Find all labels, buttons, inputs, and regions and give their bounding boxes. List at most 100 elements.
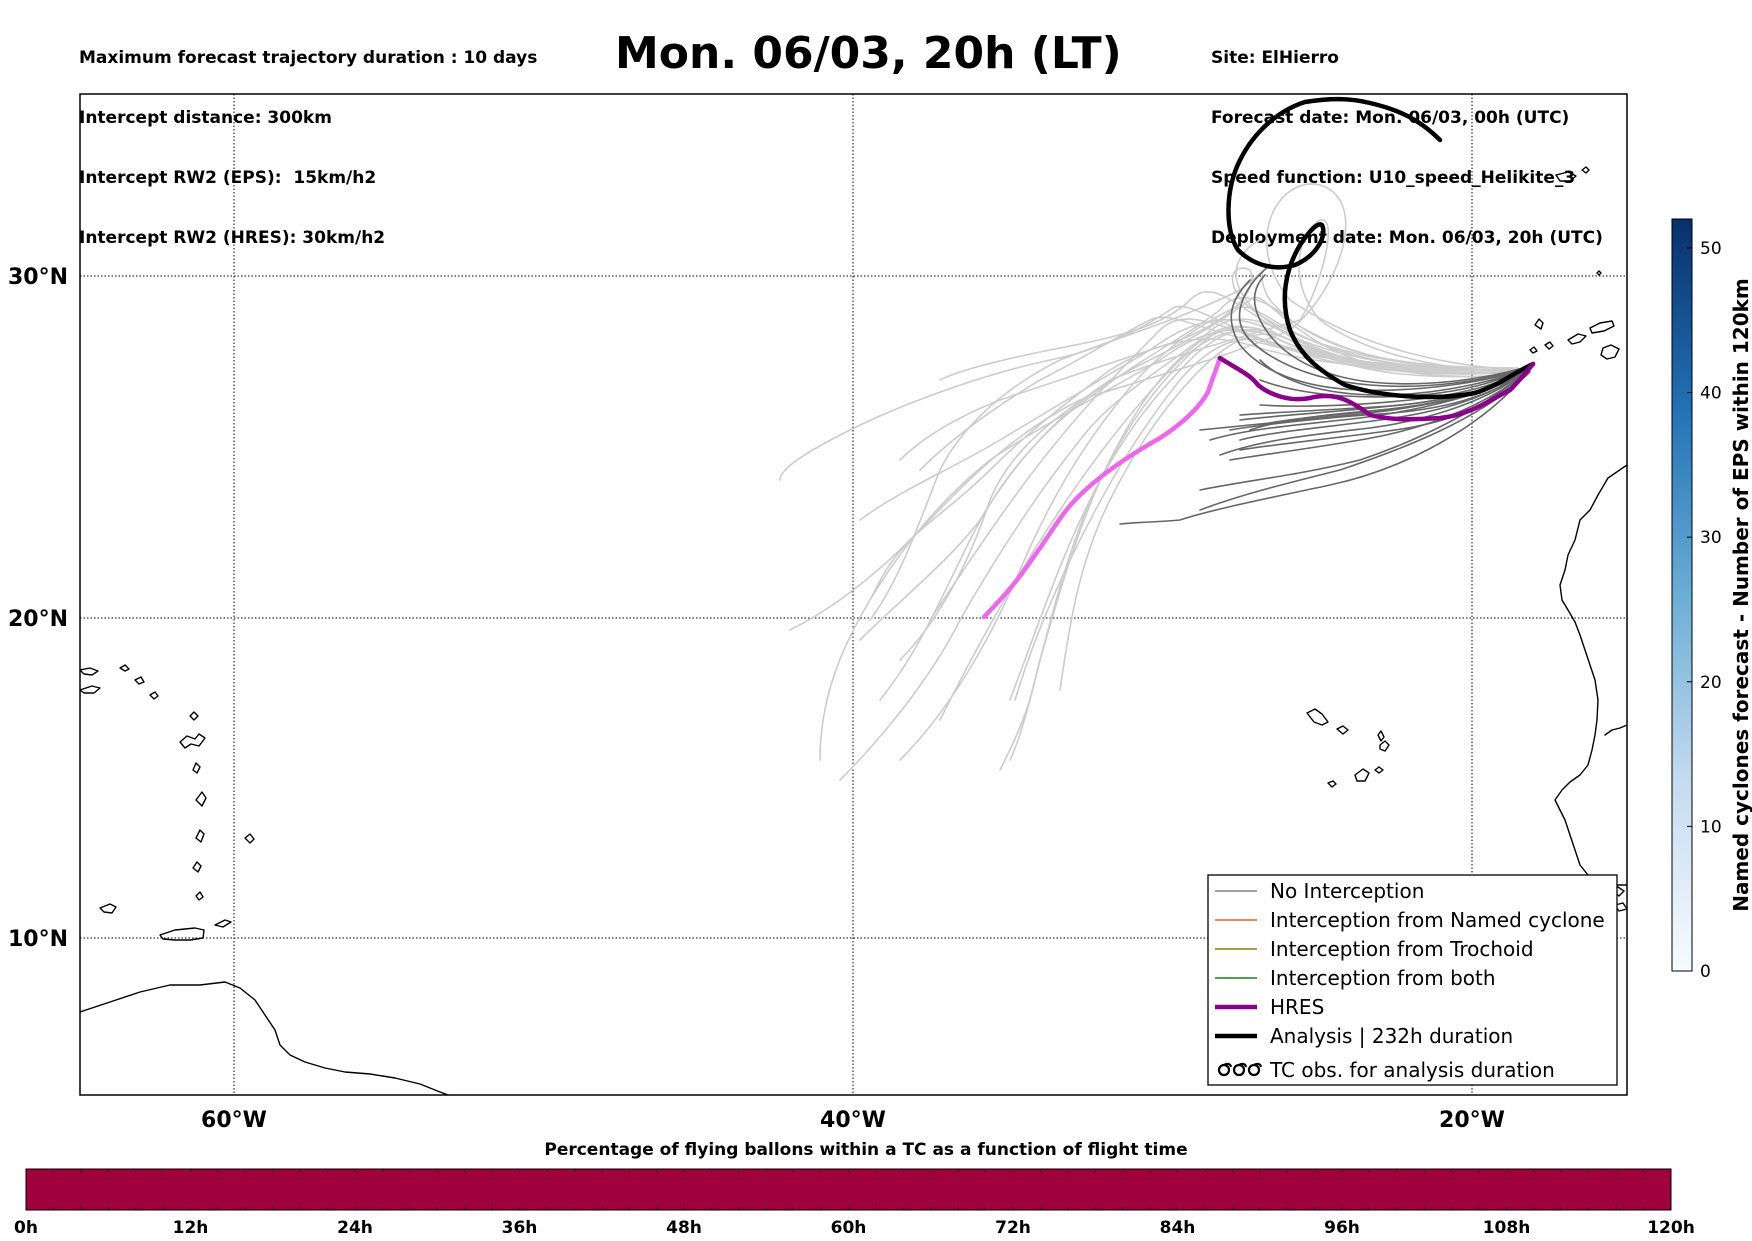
eps-member bbox=[1229, 368, 1531, 431]
map-panel: 30°N 20°N 10°N 60°W 40°W 20°W bbox=[8, 93, 1628, 1133]
hres-track-inland bbox=[981, 355, 1223, 620]
eps-member bbox=[869, 271, 1519, 621]
coast-savage bbox=[1596, 270, 1602, 276]
colorbar-right-tick-label: 10 bbox=[1700, 817, 1722, 837]
eps-member bbox=[1235, 239, 1521, 372]
colorbar-right-fill bbox=[1671, 218, 1693, 972]
colorbar-bottom: Percentage of flying ballons within a TC… bbox=[14, 1140, 1695, 1238]
colorbar-right-tick-label: 30 bbox=[1700, 528, 1722, 548]
info-intercept-hres: Intercept RW2 (HRES): 30km/h2 bbox=[79, 228, 386, 248]
coast-guadeloupe bbox=[179, 733, 206, 749]
lat-label-10n: 10°N bbox=[8, 927, 68, 952]
colorbar-bottom-tick-label: 0h bbox=[14, 1218, 38, 1238]
eps-members-light bbox=[779, 183, 1521, 781]
legend-item-trochoid: Interception from Trochoid bbox=[1215, 937, 1534, 961]
colorbar-bottom-tick-label: 36h bbox=[502, 1218, 538, 1238]
legend-label: No Interception bbox=[1270, 879, 1424, 903]
coast-st-lucia bbox=[195, 829, 205, 843]
coast-canary-gran bbox=[1600, 344, 1620, 360]
legend-label: Interception from both bbox=[1270, 966, 1496, 990]
coast-grenada bbox=[195, 891, 204, 901]
eps-member bbox=[1014, 338, 1521, 701]
eps-member bbox=[1230, 279, 1531, 392]
coast-canary-west bbox=[1529, 318, 1554, 354]
eps-member bbox=[1219, 369, 1529, 456]
colorbar-bottom-fill bbox=[25, 1168, 1672, 1211]
map-title: Mon. 06/03, 20h (LT) bbox=[615, 28, 1122, 79]
colorbar-bottom-tick-label: 72h bbox=[995, 1218, 1031, 1238]
coast-tobago bbox=[214, 919, 232, 928]
colorbar-bottom-tick-label: 108h bbox=[1483, 1218, 1531, 1238]
legend-label: Interception from Named cyclone bbox=[1270, 908, 1605, 932]
colorbar-bottom-tick-label: 96h bbox=[1324, 1218, 1360, 1238]
colorbar-bottom-tick-label: 84h bbox=[1160, 1218, 1196, 1238]
legend: No Interception Interception from Named … bbox=[1207, 874, 1618, 1086]
colorbar-bottom-tick-label: 48h bbox=[666, 1218, 702, 1238]
eps-member bbox=[899, 267, 1519, 461]
eps-member bbox=[929, 318, 1521, 621]
colorbar-right-tick-label: 0 bbox=[1700, 962, 1711, 982]
eps-member bbox=[879, 296, 1519, 701]
coast-leeward bbox=[119, 664, 159, 700]
coast-canary-tenerife bbox=[1567, 333, 1587, 345]
legend-item-both: Interception from both bbox=[1215, 966, 1496, 990]
info-site: Site: ElHierro bbox=[1211, 48, 1339, 68]
eps-member bbox=[869, 338, 1519, 601]
colorbar-right-tick-label: 40 bbox=[1700, 384, 1722, 404]
colorbar-bottom-title: Percentage of flying ballons within a TC… bbox=[544, 1140, 1187, 1160]
info-intercept-eps: Intercept RW2 (EPS): 15km/h2 bbox=[79, 168, 377, 188]
coast-south-america bbox=[80, 981, 449, 1095]
legend-item-no-interception: No Interception bbox=[1215, 879, 1424, 903]
lon-label-20w: 20°W bbox=[1439, 1108, 1505, 1133]
coast-canary-lanzarote bbox=[1589, 320, 1615, 334]
eps-member bbox=[1199, 371, 1531, 511]
coast-st-vincent bbox=[192, 861, 202, 873]
hres-track bbox=[1217, 355, 1536, 422]
eps-member bbox=[919, 316, 1521, 471]
legend-label: HRES bbox=[1270, 995, 1324, 1019]
eps-member bbox=[1119, 371, 1529, 525]
run-info-left: Maximum forecast trajectory duration : 1… bbox=[79, 8, 537, 268]
eps-member bbox=[939, 291, 1521, 381]
legend-label: Analysis | 232h duration bbox=[1270, 1024, 1513, 1048]
coast-trinidad bbox=[159, 927, 205, 941]
eps-member bbox=[1229, 369, 1531, 461]
coast-barbados bbox=[244, 833, 255, 844]
coastlines bbox=[80, 166, 1627, 1095]
analysis-track bbox=[1226, 96, 1536, 400]
coast-antigua bbox=[189, 711, 199, 721]
colorbar-bottom-tick-label: 24h bbox=[337, 1218, 373, 1238]
legend-item-analysis: Analysis | 232h duration bbox=[1215, 1024, 1513, 1048]
eps-member bbox=[1238, 264, 1531, 388]
colorbar-bottom-tick-label: 12h bbox=[173, 1218, 209, 1238]
coast-margarita bbox=[99, 903, 117, 914]
coast-martinique bbox=[195, 791, 207, 807]
info-max-duration: Maximum forecast trajectory duration : 1… bbox=[79, 48, 538, 68]
lon-label-40w: 40°W bbox=[820, 1108, 886, 1133]
coast-western-sahara bbox=[1554, 464, 1627, 886]
lon-label-60w: 60°W bbox=[201, 1108, 267, 1133]
colorbar-right-tick-label: 50 bbox=[1700, 239, 1722, 259]
map-frame bbox=[79, 93, 1628, 1096]
colorbar-right-label: Named cyclones forecast - Number of EPS … bbox=[1729, 278, 1752, 912]
coast-virgin-islands bbox=[80, 667, 101, 694]
info-forecast-date: Forecast date: Mon. 06/03, 00h (UTC) bbox=[1211, 108, 1570, 128]
eps-member bbox=[1059, 333, 1519, 691]
colorbar-bottom-ticks: 0h 12h 24h 36h 48h 60h 72h 84h 96h 108h 120h bbox=[14, 1169, 1695, 1238]
eps-member bbox=[779, 305, 1521, 481]
colorbar-right: 0 10 20 30 40 50 Named cyclones forecast - Nu… bbox=[1671, 218, 1752, 982]
colorbar-right-tick-label: 20 bbox=[1700, 673, 1722, 693]
info-intercept-distance: Intercept distance: 300km bbox=[79, 108, 332, 128]
legend-box bbox=[1207, 874, 1618, 1086]
legend-label: TC obs. for analysis duration bbox=[1269, 1058, 1555, 1082]
legend-item-hres: HRES bbox=[1215, 995, 1324, 1019]
coast-cape-verde bbox=[1306, 708, 1390, 788]
lat-label-30n: 30°N bbox=[8, 265, 68, 290]
lat-label-20n: 20°N bbox=[8, 607, 68, 632]
coast-dominica bbox=[192, 762, 201, 774]
tc-symbol-icon bbox=[1217, 1062, 1263, 1077]
eps-member bbox=[899, 296, 1521, 661]
legend-label: Interception from Trochoid bbox=[1270, 937, 1534, 961]
legend-item-named-cyclone: Interception from Named cyclone bbox=[1215, 908, 1605, 932]
